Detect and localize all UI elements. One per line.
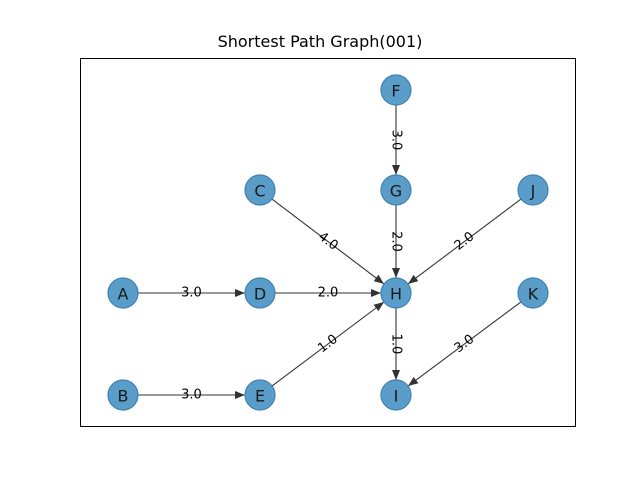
edge-weight-G-H: 2.0 <box>389 231 404 252</box>
edges-layer: 3.0 3.0 2.0 4.0 1.0 3.0 2.0 2.0 1.0 3.0 <box>138 105 522 403</box>
node-label-B: B <box>118 387 129 406</box>
node-E: E <box>244 379 276 411</box>
plot-frame <box>80 58 576 427</box>
edge-weight-C-H: 4.0 <box>315 229 341 253</box>
node-label-C: C <box>254 182 265 201</box>
node-circle-J <box>517 174 549 206</box>
node-label-F: F <box>391 82 400 101</box>
node-H: H <box>380 277 412 309</box>
node-circle-G <box>380 174 412 206</box>
node-D: D <box>244 277 276 309</box>
edge-weight-K-I: 3.0 <box>452 332 478 356</box>
node-B: B <box>107 379 139 411</box>
node-circle-I <box>380 379 412 411</box>
edge-weight-E-H: 1.0 <box>315 332 341 356</box>
edge-weight-F-G: 3.0 <box>389 130 404 151</box>
node-label-K: K <box>528 285 539 304</box>
node-circle-F <box>380 74 412 106</box>
node-label-I: I <box>394 387 399 406</box>
edge-weight-J-H: 2.0 <box>452 229 478 253</box>
node-circle-A <box>107 277 139 309</box>
node-label-D: D <box>254 285 266 304</box>
node-circle-E <box>244 379 276 411</box>
node-K: K <box>517 277 549 309</box>
edge-J-H <box>407 198 522 285</box>
node-circle-H <box>380 277 412 309</box>
node-G: G <box>380 174 412 206</box>
node-C: C <box>244 174 276 206</box>
edge-weight-B-E: 3.0 <box>181 388 202 403</box>
edge-E-H <box>271 301 385 387</box>
nodes-layer: A B C D E F G H I J K <box>107 74 549 411</box>
node-F: F <box>380 74 412 106</box>
node-circle-C <box>244 174 276 206</box>
node-label-A: A <box>118 285 129 304</box>
edge-C-H <box>271 198 385 285</box>
node-label-G: G <box>390 182 402 201</box>
edge-weight-D-H: 2.0 <box>318 286 339 301</box>
node-J: J <box>517 174 549 206</box>
edge-K-I <box>407 301 522 387</box>
node-I: I <box>380 379 412 411</box>
node-circle-B <box>107 379 139 411</box>
node-circle-D <box>244 277 276 309</box>
node-A: A <box>107 277 139 309</box>
edge-weight-A-D: 3.0 <box>181 286 202 301</box>
page-title: Shortest Path Graph(001) <box>217 32 423 51</box>
node-circle-K <box>517 277 549 309</box>
node-label-H: H <box>390 285 402 304</box>
node-label-J: J <box>530 182 536 201</box>
edge-weight-H-I: 1.0 <box>389 334 404 355</box>
node-label-E: E <box>255 387 265 406</box>
